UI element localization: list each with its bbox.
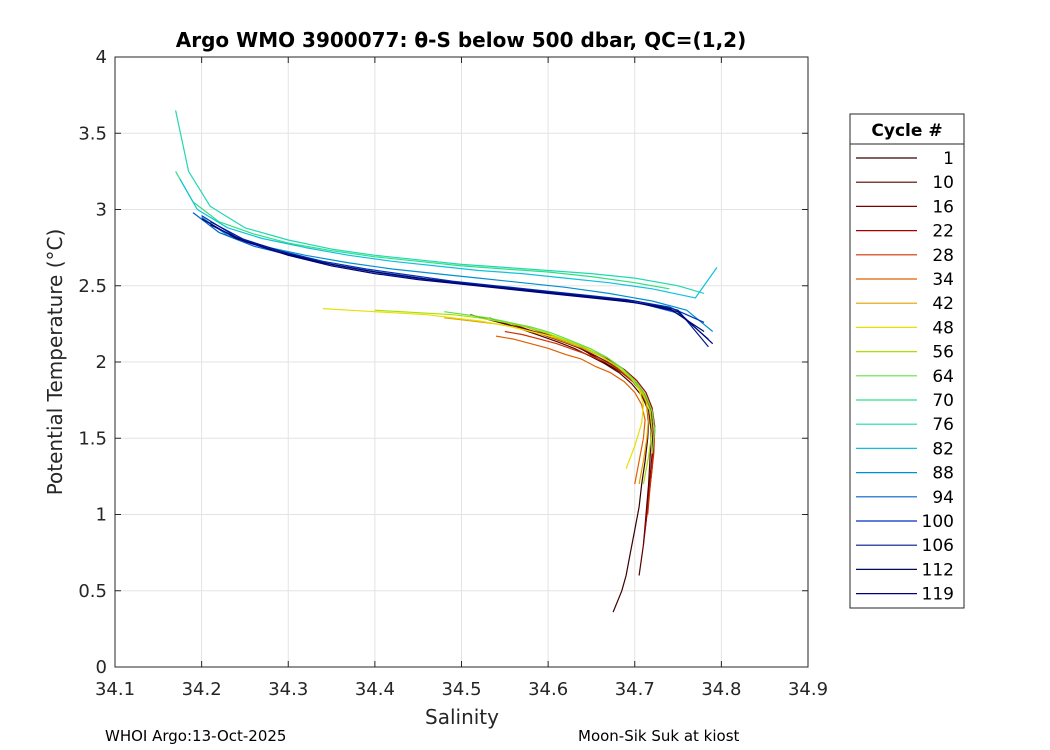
y-tick-label: 3 [96,200,107,221]
legend-label: 64 [932,367,954,387]
legend-label: 48 [932,318,954,338]
x-axis-ticks: 34.1 34.2 34.3 34.4 34.5 34.6 34.7 34.8 34.9 [95,57,828,700]
legend-label: 42 [932,294,954,314]
legend-label: 28 [932,246,954,266]
y-tick-label: 0 [96,657,107,678]
legend-label: 34 [932,270,954,290]
x-axis-label: Salinity [425,705,499,729]
legend-label: 70 [932,391,954,411]
series-lines [175,110,718,613]
x-tick-label: 34.2 [182,679,222,700]
series-line-cycle-10 [489,317,652,576]
legend-label: 119 [922,585,954,605]
legend-label: 1 [943,149,954,169]
y-tick-label: 2.5 [78,276,107,297]
series-line-cycle-70 [175,171,670,290]
x-tick-label: 34.8 [701,679,741,700]
series-line-cycle-106 [210,221,709,348]
legend-label: 76 [932,415,954,435]
legend-label: 82 [932,439,954,459]
legend-label: 100 [922,512,954,532]
y-tick-label: 4 [96,47,107,68]
series-line-cycle-56 [374,309,653,485]
legend: Cycle # 1 10 16 22 28 34 42 48 56 64 70 76 82 88 94 100… [849,113,965,609]
x-tick-label: 34.5 [441,679,481,700]
series-line-cycle-76 [175,110,705,294]
legend-label: 56 [932,343,954,363]
grid [115,57,808,667]
x-tick-label: 34.3 [268,679,308,700]
y-axis-label: Potential Temperature (°C) [43,229,67,496]
x-tick-label: 34.1 [95,679,135,700]
y-tick-label: 1 [96,505,107,526]
series-line-cycle-48 [322,308,645,470]
legend-box [849,113,965,609]
y-tick-label: 3.5 [78,123,107,144]
x-tick-label: 34.7 [615,679,655,700]
legend-title: Cycle # [871,121,942,141]
footer-right: Moon-Sik Suk at kiost [578,727,740,745]
series-line-cycle-28 [504,330,656,515]
legend-label: 10 [932,173,954,193]
x-tick-label: 34.6 [528,679,568,700]
series-line-cycle-64 [444,311,656,454]
x-tick-label: 34.4 [355,679,395,700]
y-tick-label: 2 [96,352,107,373]
series-line-cycle-34 [495,335,646,485]
y-tick-label: 1.5 [78,428,107,449]
y-axis-ticks: 0 0.5 1 1.5 2 2.5 3 3.5 4 [78,47,808,678]
series-line-cycle-119 [210,224,714,345]
y-tick-label: 0.5 [78,581,107,602]
series-line-cycle-82 [179,178,718,299]
chart-title: Argo WMO 3900077: θ-S below 500 dbar, QC… [176,28,746,52]
legend-label: 94 [932,488,954,508]
x-tick-label: 34.9 [788,679,828,700]
footer-left: WHOI Argo:13-Oct-2025 [105,727,286,745]
legend-label: 112 [922,560,954,580]
legend-label: 88 [932,464,954,484]
legend-label: 106 [922,536,954,556]
legend-label: 16 [932,197,954,217]
legend-label: 22 [932,222,954,242]
legend-items: 1 10 16 22 28 34 42 48 56 64 70 76 82 88 94 100 106 112 11… [856,149,954,605]
